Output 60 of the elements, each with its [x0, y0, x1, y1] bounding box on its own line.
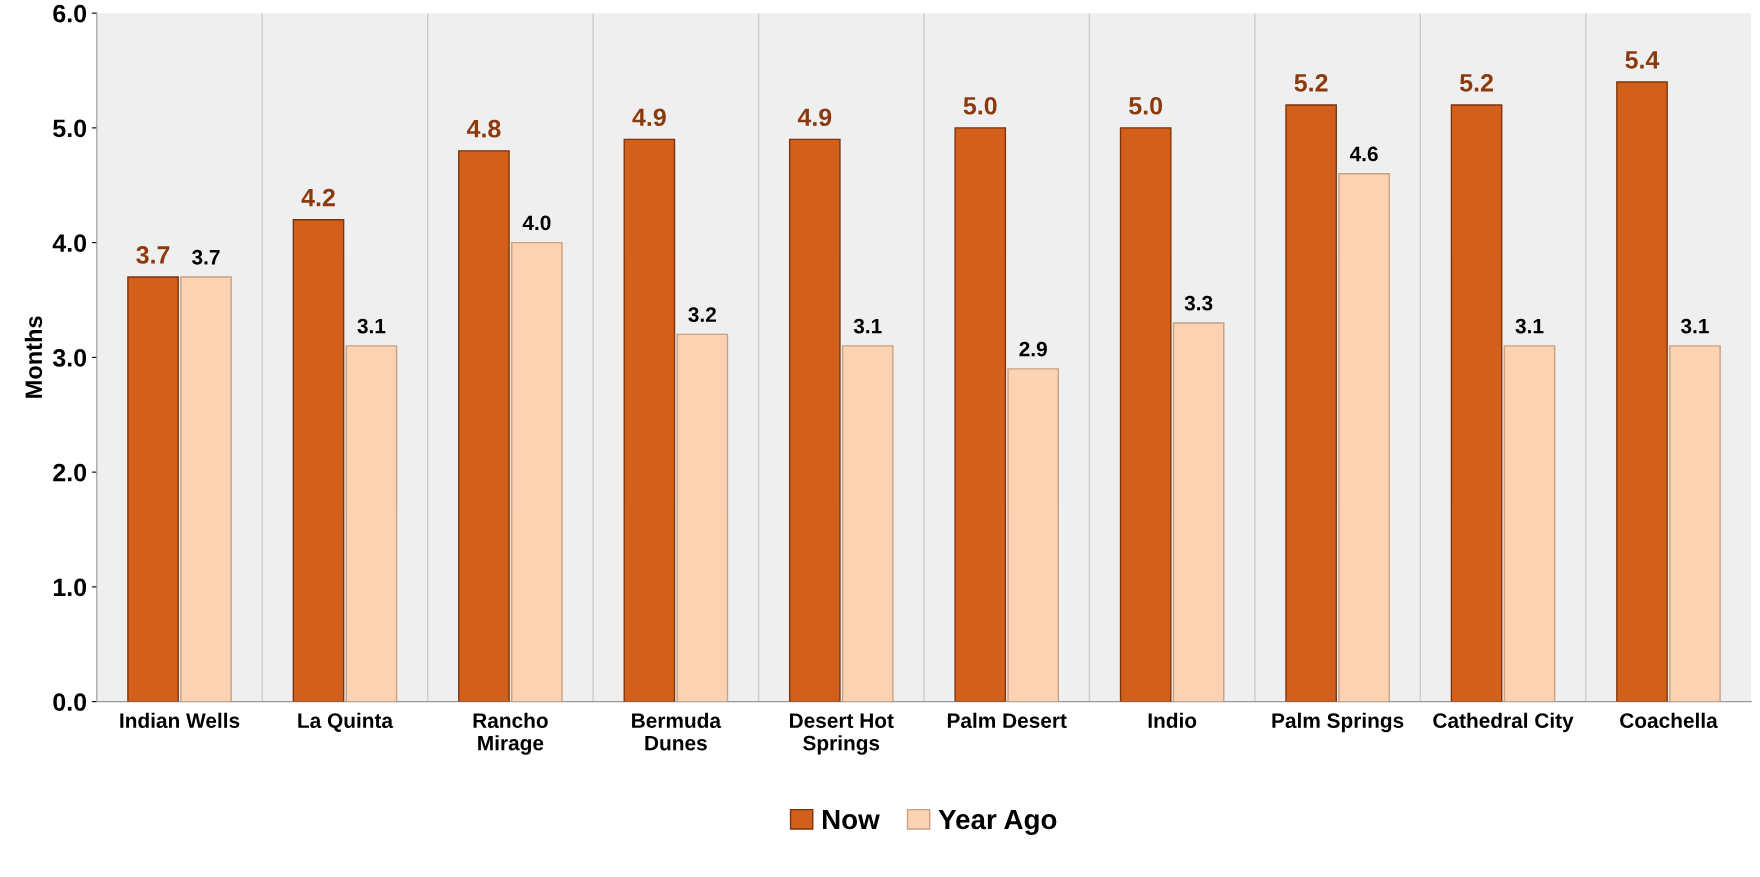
legend-label: Now [822, 809, 880, 830]
x-tick-label: Palm Springs [1272, 712, 1404, 733]
bar [1338, 173, 1390, 702]
data-label: 5.0 [1129, 96, 1163, 115]
bar [1285, 104, 1337, 702]
data-label: 5.2 [1459, 73, 1493, 92]
legend-label: Year Ago [938, 809, 1057, 835]
bar [1172, 322, 1225, 702]
x-tick-label: Cathedral City [1433, 712, 1574, 733]
data-label: 5.2 [1294, 73, 1328, 92]
y-tick-label: 0.0 [53, 693, 87, 711]
y-tick-label: 2.0 [53, 463, 87, 482]
data-label: 2.9 [1019, 341, 1047, 357]
bar [292, 218, 345, 702]
bar [127, 276, 179, 702]
data-label: 3.2 [688, 307, 716, 323]
data-label: 4.9 [632, 108, 666, 127]
bar [1007, 368, 1060, 702]
bar [1616, 81, 1668, 702]
y-tick-label: 6.0 [53, 4, 87, 23]
data-label: 4.6 [1349, 146, 1378, 162]
bar [1119, 127, 1172, 702]
data-label: 5.4 [1625, 51, 1660, 69]
bar [841, 345, 894, 702]
y-tick-label: 3.0 [52, 348, 87, 367]
bar [180, 276, 232, 702]
bar [1450, 104, 1503, 702]
data-label: 4.8 [466, 119, 501, 138]
bar [1503, 345, 1556, 702]
data-label: 3.1 [357, 318, 386, 334]
x-tick-label: La Quinta [298, 712, 394, 732]
data-label: 4.2 [301, 188, 335, 207]
data-label: 3.1 [1680, 318, 1709, 334]
y-tick-label: 5.0 [53, 119, 87, 138]
bar [676, 333, 729, 702]
x-tick-label: Bermuda Dunes [632, 712, 722, 751]
bar [458, 150, 510, 702]
x-tick-label: Coachella [1620, 712, 1718, 729]
data-label: 4.0 [522, 215, 551, 231]
bar [623, 138, 676, 702]
x-tick-label: Desert Hot Springs [790, 713, 894, 755]
data-label: 4.9 [797, 108, 832, 127]
y-tick-label: 1.0 [53, 578, 87, 597]
x-tick-label: Indio [1148, 712, 1197, 729]
x-tick-label: Indian Wells [120, 712, 240, 729]
bar [511, 241, 563, 702]
bar [1669, 345, 1721, 702]
data-label: 3.7 [191, 249, 220, 265]
data-label: 3.1 [1515, 318, 1544, 334]
x-tick-label: Rancho Mirage [473, 712, 548, 755]
data-label: 3.1 [853, 318, 882, 334]
data-label: 3.3 [1184, 295, 1213, 311]
x-tick-label: Palm Desert [947, 712, 1067, 729]
data-label: 3.7 [136, 246, 170, 264]
data-label: 5.0 [963, 96, 997, 115]
bar [954, 127, 1007, 702]
bar [345, 345, 398, 702]
y-tick-label: 4.0 [52, 234, 87, 252]
bar [788, 138, 841, 702]
y-axis-title: Months [24, 316, 43, 398]
